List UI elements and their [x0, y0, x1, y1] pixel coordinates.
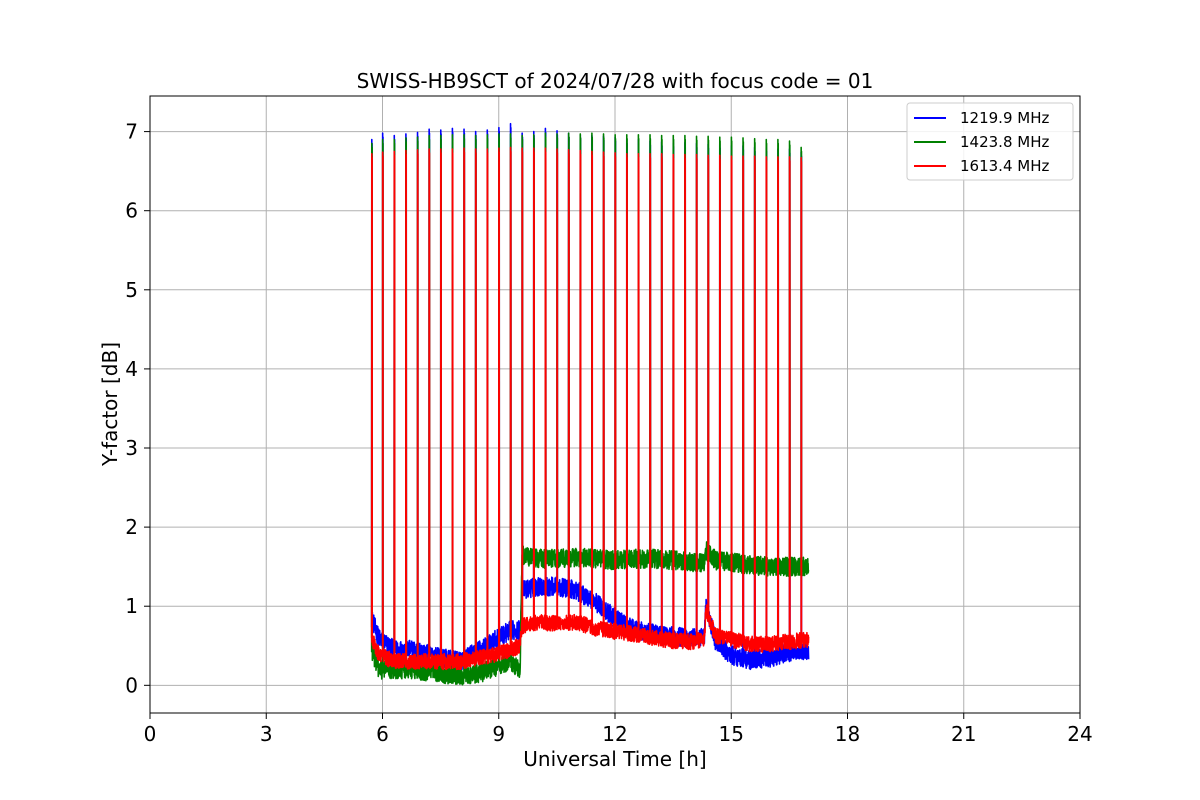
series-line-2 — [370, 132, 810, 686]
plot-area — [370, 122, 810, 686]
y-tick-label: 4 — [125, 357, 138, 381]
legend-label-3: 1613.4 MHz — [960, 157, 1049, 175]
legend-label-2: 1423.8 MHz — [960, 133, 1049, 151]
y-tick-label: 6 — [125, 199, 138, 223]
legend-label-1: 1219.9 MHz — [960, 109, 1049, 127]
y-tick-label: 1 — [125, 594, 138, 618]
x-tick-label: 15 — [719, 722, 744, 746]
x-axis-label: Universal Time [h] — [523, 747, 706, 771]
x-tick-label: 6 — [376, 722, 389, 746]
series-layer — [370, 122, 810, 686]
series-line-3 — [370, 146, 810, 671]
x-tick-label: 24 — [1067, 722, 1092, 746]
y-tick-label: 3 — [125, 436, 138, 460]
x-tick-label: 12 — [602, 722, 627, 746]
x-tick-label: 18 — [835, 722, 860, 746]
y-tick-label: 0 — [125, 673, 138, 697]
y-axis-label: Y-factor [dB] — [98, 342, 122, 467]
y-tick-label: 7 — [125, 120, 138, 144]
legend: 1219.9 MHz 1423.8 MHz 1613.4 MHz — [906, 102, 1074, 181]
legend-box — [906, 102, 1074, 181]
y-axis: 0 1 2 3 4 5 6 7 — [125, 120, 150, 697]
y-tick-label: 2 — [125, 515, 138, 539]
y-tick-label: 5 — [125, 278, 138, 302]
x-tick-label: 3 — [260, 722, 273, 746]
x-tick-label: 0 — [144, 722, 157, 746]
x-tick-label: 9 — [492, 722, 505, 746]
x-tick-label: 21 — [951, 722, 976, 746]
x-axis: 0 3 6 9 12 15 18 21 24 — [144, 713, 1093, 746]
chart-title: SWISS-HB9SCT of 2024/07/28 with focus co… — [357, 69, 874, 93]
